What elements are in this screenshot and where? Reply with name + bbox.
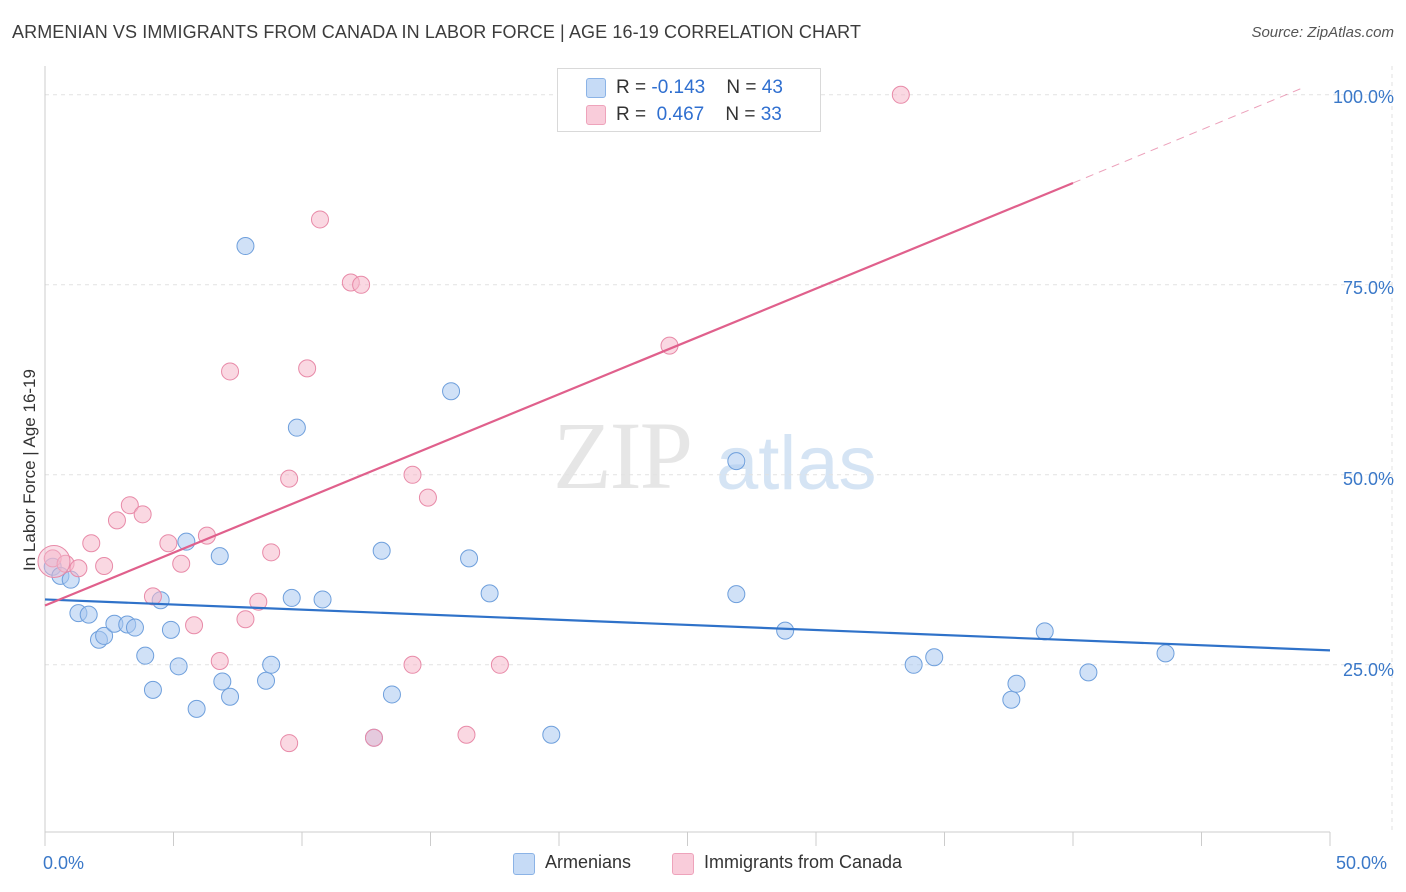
canada-point-20 <box>298 359 317 378</box>
canada-point-9 <box>159 534 178 553</box>
armenians-point-17 <box>210 547 229 566</box>
armenians-point-41 <box>1079 663 1098 682</box>
armenians-point-4 <box>79 605 98 624</box>
armenians-point-6 <box>95 626 114 645</box>
canada-point-25 <box>403 655 422 674</box>
canada-point-4 <box>95 557 114 575</box>
armenians-point-29 <box>442 382 461 401</box>
canada-point-18 <box>280 469 299 488</box>
armenians-point-10 <box>136 646 155 665</box>
canada-point-32 <box>891 85 910 104</box>
armenians-point-32 <box>542 725 561 744</box>
canada-point-21 <box>310 210 329 229</box>
armenians-point-16 <box>187 699 206 718</box>
y-tick-label-50: 50.0% <box>1342 469 1394 489</box>
canada-point-15 <box>236 610 255 629</box>
canada-point-23 <box>352 275 371 294</box>
canada-point-6 <box>120 496 139 515</box>
armenians-point-36 <box>904 655 923 674</box>
canada-point-10 <box>172 554 191 573</box>
x-tick-label-min: 0.0% <box>43 853 85 873</box>
legend-swatch-canada <box>672 853 694 875</box>
armenians-point-22 <box>262 655 281 674</box>
canada-point-24 <box>364 728 383 747</box>
legend-label-armenians: Armenians <box>545 852 632 872</box>
canada-point-13 <box>210 652 229 670</box>
armenians-point-33 <box>727 585 746 604</box>
armenians-point-31 <box>480 584 499 603</box>
armenians-point-24 <box>287 418 306 437</box>
armenians-point-14 <box>169 657 188 676</box>
x-tick-label-max: 50.0% <box>1336 853 1388 873</box>
canada-point-27 <box>418 488 437 507</box>
y-tick-label-25: 25.0% <box>1342 660 1394 680</box>
legend-n-value: 43 <box>761 77 783 98</box>
armenians-point-40 <box>1035 622 1054 641</box>
canada-point-7 <box>133 505 152 524</box>
legend-row-canada: R = 0.467 N = 33 <box>558 102 820 128</box>
legend-r-label: R = <box>616 104 652 125</box>
armenians-point-20 <box>236 237 255 256</box>
canada-cluster-point <box>37 544 71 578</box>
legend-n-label: N = <box>726 77 762 98</box>
legend-swatch-armenians <box>513 853 535 875</box>
canada-point-8 <box>143 587 162 606</box>
legend-row-armenians: R = -0.143 N = 43 <box>558 75 820 101</box>
y-tick-label-75: 75.0% <box>1342 278 1394 298</box>
legend-n-value: 33 <box>760 104 782 125</box>
armenians-point-35 <box>776 621 795 640</box>
armenians-point-19 <box>221 687 240 706</box>
canada-point-19 <box>280 734 299 753</box>
chart-title: ARMENIAN VS IMMIGRANTS FROM CANADA IN LA… <box>12 22 862 42</box>
armenians-point-38 <box>1002 690 1021 709</box>
armenians-point-9 <box>125 618 144 637</box>
canada-trend-extension <box>1072 86 1305 184</box>
armenians-point-27 <box>372 541 391 560</box>
canada-point-14 <box>221 362 240 381</box>
armenians-point-28 <box>382 685 401 704</box>
armenians-point-21 <box>257 671 276 690</box>
legend-n-label: N = <box>725 104 761 125</box>
armenians-point-34 <box>727 452 746 471</box>
armenians-point-25 <box>313 590 332 609</box>
canada-point-28 <box>457 725 476 744</box>
correlation-legend: R = -0.143 N = 43 R = 0.467 N = 33 <box>557 68 821 132</box>
armenians-point-37 <box>925 648 944 667</box>
canada-point-2 <box>69 559 88 578</box>
legend-swatch-armenians <box>586 78 606 98</box>
legend-swatch-canada <box>586 105 606 125</box>
armenians-point-13 <box>161 620 180 639</box>
legend-r-label: R = <box>616 77 652 98</box>
legend-r-value: 0.467 <box>651 104 705 125</box>
armenians-point-39 <box>1007 674 1026 693</box>
armenians-trend-line <box>44 598 1331 652</box>
canada-point-26 <box>403 465 422 484</box>
legend-label-canada: Immigrants from Canada <box>704 852 903 872</box>
armenians-point-23 <box>282 588 301 607</box>
canada-point-17 <box>249 592 268 611</box>
legend-r-value: -0.143 <box>651 77 706 98</box>
armenians-point-42 <box>1156 644 1175 663</box>
watermark-zip: ZIP <box>553 402 693 509</box>
armenians-point-30 <box>460 549 479 568</box>
canada-point-29 <box>490 655 509 674</box>
canada-point-5 <box>107 511 126 530</box>
armenians-point-18 <box>213 672 232 691</box>
y-tick-label-100: 100.0% <box>1332 87 1394 107</box>
canada-trend-line <box>44 181 1074 607</box>
armenians-point-11 <box>143 680 162 699</box>
canada-point-3 <box>82 534 101 553</box>
source-label: Source: ZipAtlas.com <box>1251 24 1394 41</box>
canada-point-16 <box>262 543 281 562</box>
canada-point-11 <box>185 616 204 635</box>
